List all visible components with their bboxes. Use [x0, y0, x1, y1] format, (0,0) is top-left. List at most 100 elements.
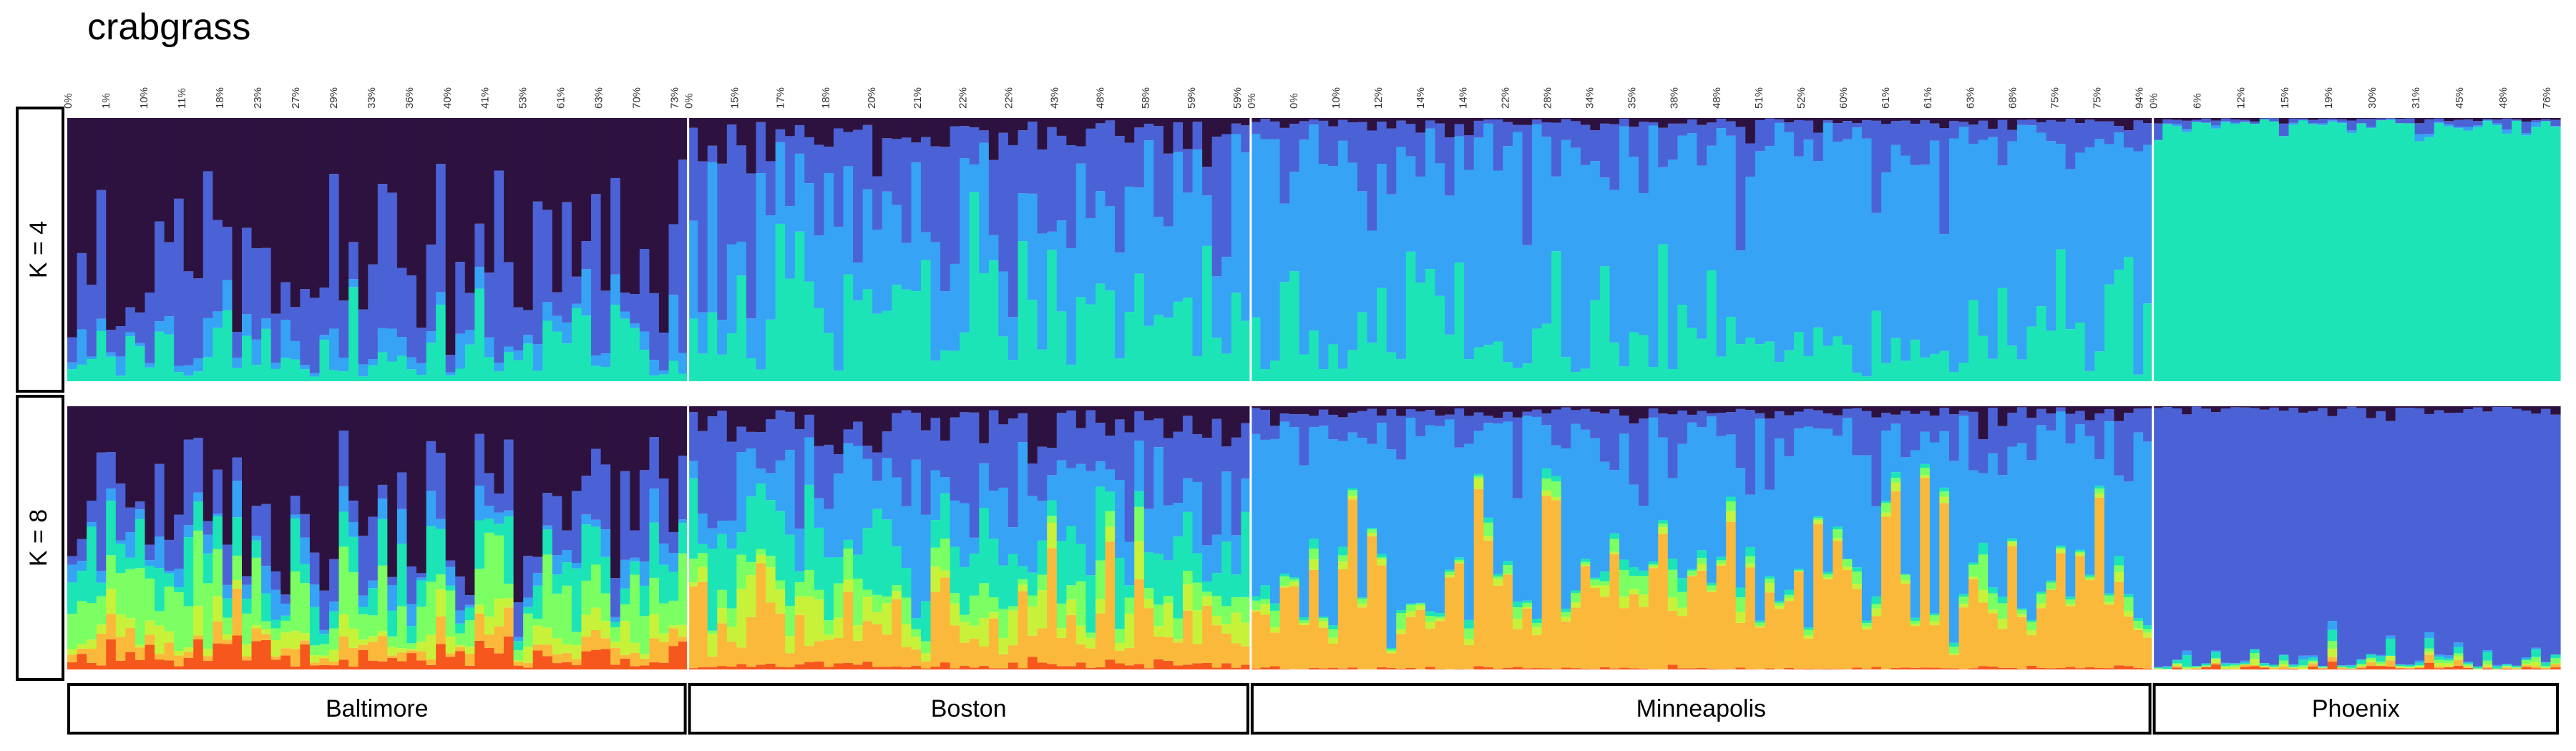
bar-segment-dark_purple	[1939, 406, 1950, 408]
bar-segment-blue	[1852, 408, 1863, 456]
bar-segment-blue	[2308, 411, 2318, 656]
bar-segment-sky_blue	[1687, 422, 1698, 569]
bar-segment-red_orange	[1978, 666, 1989, 669]
bar-segment-blue	[280, 594, 291, 604]
bar-segment-teal	[1134, 491, 1145, 507]
bar-segment-teal	[1958, 594, 1969, 597]
bar-segment-blue	[1347, 413, 1358, 433]
bar-segment-lime	[1182, 584, 1194, 611]
bar-segment-light_green	[552, 593, 562, 639]
bar-segment-lime	[484, 617, 495, 635]
bar-segment-light_green	[445, 590, 456, 637]
bar-segment-lime	[474, 604, 485, 614]
bar-segment-teal	[1784, 589, 1795, 595]
bar-segment-sky_blue	[1929, 442, 1940, 614]
bar-segment-blue	[1599, 123, 1611, 178]
bar-segment-dark_purple	[2036, 406, 2047, 409]
bar-segment-sky_blue	[1590, 438, 1601, 578]
bar-segment-dark_purple	[1929, 118, 1940, 124]
bar-segment-orange	[1250, 611, 1262, 669]
bar-segment-sky_blue	[2434, 122, 2444, 124]
bar-segment-orange	[1095, 613, 1106, 667]
bar-segment-teal	[2046, 330, 2057, 381]
bar-segment-blue	[2075, 411, 2086, 425]
bar-segment-dark_purple	[2201, 406, 2212, 409]
bar-segment-blue	[1609, 409, 1620, 471]
bar-segment-dark_purple	[920, 406, 932, 431]
bar-segment-teal	[309, 376, 321, 381]
bar-segment-dark_purple	[2298, 406, 2309, 413]
bar-segment-dark_purple	[1629, 406, 1639, 424]
bar-segment-teal	[833, 557, 844, 584]
bar-segment-sky_blue	[1260, 439, 1271, 586]
bar-segment-teal	[824, 333, 834, 381]
bar-segment-sky_blue	[1386, 449, 1397, 648]
bar-segment-dark_purple	[591, 406, 602, 449]
bar-segment-sky_blue	[1726, 135, 1737, 317]
bar-segment-sky_blue	[1221, 471, 1232, 542]
bar-segment-orange	[280, 648, 291, 656]
bar-segment-orange	[610, 647, 621, 665]
bar-segment-light_green	[2065, 599, 2076, 604]
bar-segment-orange	[261, 634, 272, 640]
bar-segment-blue	[261, 247, 272, 319]
bar-segment-light_green	[1018, 579, 1028, 585]
bar-segment-dark_purple	[1881, 118, 1892, 124]
bar-segment-teal	[2337, 123, 2348, 382]
bar-segment-teal	[1493, 341, 1503, 381]
bar-segment-red_orange	[504, 636, 514, 669]
bar-segment-orange	[2405, 667, 2416, 669]
bar-segment-sky_blue	[1085, 217, 1096, 305]
bar-segment-light_green	[1454, 559, 1465, 563]
bar-segment-sky_blue	[96, 318, 107, 331]
bar-segment-red_orange	[125, 652, 136, 669]
bar-segment-orange	[1784, 601, 1795, 668]
bar-segment-sky_blue	[2152, 139, 2163, 141]
bar-segment-blue	[174, 198, 185, 366]
bar-segment-lime	[504, 598, 514, 608]
bar-segment-sky_blue	[2444, 124, 2454, 127]
bar-segment-red_orange	[1075, 662, 1087, 669]
bar-segment-light_green	[950, 593, 960, 604]
bar-segment-lime	[1231, 612, 1241, 644]
bar-segment-dark_purple	[2337, 118, 2348, 119]
tick-label: 31%	[2410, 87, 2422, 109]
bar-segment-sky_blue	[542, 525, 553, 530]
bar-segment-dark_purple	[2123, 118, 2135, 131]
bar-segment-sky_blue	[1134, 441, 1145, 491]
bar-segment-dark_purple	[1134, 118, 1145, 128]
bar-segment-sky_blue	[261, 566, 272, 594]
bar-segment-sky_blue	[436, 519, 447, 529]
bar-segment-orange	[1948, 655, 1960, 669]
bar-segment-blue	[2385, 118, 2396, 119]
bar-segment-dark_purple	[1745, 406, 1756, 411]
bar-segment-teal	[2016, 359, 2027, 381]
bar-segment-sky_blue	[1609, 470, 1620, 534]
bar-segment-dark_purple	[581, 406, 592, 476]
bar-segment-light_green	[1503, 565, 1513, 574]
bar-segment-dark_purple	[1377, 406, 1387, 416]
bar-segment-red_orange	[678, 641, 689, 669]
bar-segment-dark_purple	[125, 118, 136, 308]
bar-segment-blue	[87, 500, 97, 523]
bar-segment-orange	[2114, 581, 2124, 666]
bar-segment-orange	[2056, 553, 2067, 668]
bar-segment-sky_blue	[1250, 433, 1262, 597]
bar-segment-orange	[455, 647, 466, 652]
bar-segment-red_orange	[1910, 667, 1921, 669]
bar-segment-light_green	[164, 586, 175, 632]
bar-segment-dark_purple	[164, 406, 175, 540]
bar-segment-red_orange	[862, 662, 873, 669]
bar-segment-light_green	[1609, 539, 1620, 552]
bar-segment-blue	[1328, 414, 1339, 440]
bar-segment-red_orange	[882, 667, 892, 669]
bar-segment-sky_blue	[2385, 119, 2396, 120]
bar-segment-teal	[969, 192, 980, 381]
bar-segment-dark_purple	[1833, 406, 1843, 416]
bar-segment-sky_blue	[2521, 657, 2532, 659]
bar-segment-teal	[1920, 463, 1931, 468]
bar-segment-red_orange	[455, 651, 466, 669]
bar-segment-orange	[1532, 634, 1543, 669]
bar-segment-sky_blue	[242, 314, 253, 336]
bar-segment-sky_blue	[1028, 193, 1038, 300]
